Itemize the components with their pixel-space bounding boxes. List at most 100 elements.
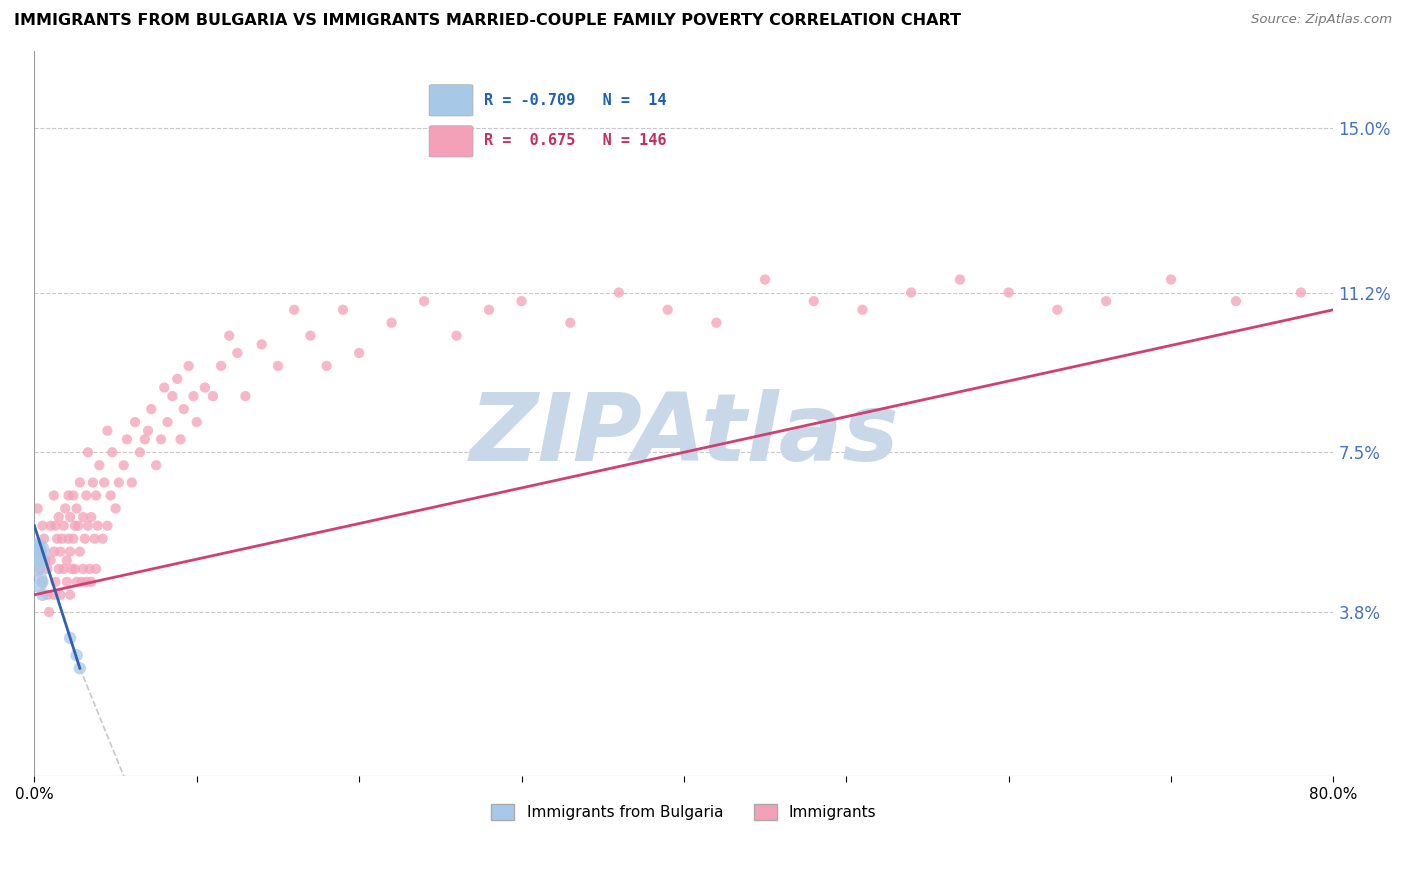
Point bbox=[315, 359, 337, 373]
Point bbox=[65, 648, 87, 663]
Point bbox=[25, 544, 48, 558]
Point bbox=[69, 475, 91, 490]
Point bbox=[30, 553, 52, 567]
Point bbox=[31, 574, 53, 589]
Point bbox=[156, 415, 179, 429]
Point bbox=[42, 588, 65, 602]
Point bbox=[226, 346, 249, 360]
Point bbox=[80, 510, 103, 524]
Point bbox=[96, 518, 118, 533]
Point bbox=[100, 488, 122, 502]
Point bbox=[177, 359, 200, 373]
Point bbox=[267, 359, 290, 373]
Text: IMMIGRANTS FROM BULGARIA VS IMMIGRANTS MARRIED-COUPLE FAMILY POVERTY CORRELATION: IMMIGRANTS FROM BULGARIA VS IMMIGRANTS M… bbox=[14, 13, 962, 29]
Point bbox=[560, 316, 582, 330]
Text: R = -0.709   N =  14: R = -0.709 N = 14 bbox=[484, 93, 666, 108]
Point bbox=[1160, 272, 1182, 286]
Point bbox=[115, 433, 138, 447]
Point bbox=[153, 380, 176, 394]
Point bbox=[37, 588, 59, 602]
Point bbox=[381, 316, 404, 330]
Point bbox=[235, 389, 257, 403]
Point bbox=[27, 501, 49, 516]
Point bbox=[77, 445, 100, 459]
Point bbox=[96, 424, 118, 438]
Point bbox=[30, 570, 52, 584]
Point bbox=[169, 433, 191, 447]
Point bbox=[413, 294, 436, 309]
Text: ZIPAtlas: ZIPAtlas bbox=[470, 389, 898, 481]
Point bbox=[166, 372, 188, 386]
Point bbox=[1095, 294, 1118, 309]
Point bbox=[84, 488, 107, 502]
Point bbox=[67, 518, 90, 533]
Point bbox=[28, 553, 51, 567]
Point bbox=[48, 510, 70, 524]
Point bbox=[129, 445, 152, 459]
Point bbox=[299, 328, 322, 343]
Point bbox=[75, 488, 97, 502]
Point bbox=[84, 562, 107, 576]
Point bbox=[201, 389, 224, 403]
Point bbox=[42, 488, 65, 502]
Point bbox=[69, 544, 91, 558]
Point bbox=[72, 562, 94, 576]
Point bbox=[108, 475, 131, 490]
Point bbox=[32, 532, 55, 546]
Point bbox=[89, 458, 111, 473]
FancyBboxPatch shape bbox=[429, 85, 472, 116]
Point bbox=[44, 574, 66, 589]
Point bbox=[38, 605, 60, 619]
Point bbox=[93, 475, 115, 490]
Point bbox=[162, 389, 184, 403]
Point bbox=[28, 579, 51, 593]
Point bbox=[112, 458, 135, 473]
Point bbox=[28, 541, 51, 555]
Point bbox=[82, 475, 104, 490]
Point bbox=[194, 380, 217, 394]
Point bbox=[101, 445, 124, 459]
Point bbox=[851, 302, 873, 317]
Point bbox=[77, 518, 100, 533]
Point bbox=[183, 389, 205, 403]
Point bbox=[121, 475, 143, 490]
Point bbox=[347, 346, 370, 360]
Point bbox=[510, 294, 533, 309]
Point bbox=[73, 532, 96, 546]
Point bbox=[657, 302, 679, 317]
Point bbox=[1046, 302, 1069, 317]
Point bbox=[27, 541, 49, 555]
Point bbox=[80, 574, 103, 589]
Point bbox=[63, 518, 86, 533]
Point bbox=[65, 574, 87, 589]
Point bbox=[283, 302, 305, 317]
Point bbox=[59, 510, 82, 524]
Point bbox=[949, 272, 972, 286]
Point bbox=[65, 501, 87, 516]
Point bbox=[46, 532, 69, 546]
Point bbox=[72, 510, 94, 524]
Point bbox=[62, 532, 84, 546]
Point bbox=[42, 544, 65, 558]
Point bbox=[30, 544, 52, 558]
Point bbox=[39, 518, 62, 533]
Point bbox=[332, 302, 354, 317]
Point bbox=[59, 544, 82, 558]
Point bbox=[37, 562, 59, 576]
Point bbox=[69, 661, 91, 675]
Point bbox=[56, 574, 79, 589]
Point bbox=[91, 532, 114, 546]
Point bbox=[56, 553, 79, 567]
Point bbox=[31, 588, 53, 602]
Point bbox=[49, 544, 72, 558]
Point bbox=[134, 433, 156, 447]
Point bbox=[141, 402, 163, 417]
Point bbox=[209, 359, 232, 373]
Point bbox=[478, 302, 501, 317]
Text: Source: ZipAtlas.com: Source: ZipAtlas.com bbox=[1251, 13, 1392, 27]
Point bbox=[70, 574, 93, 589]
Legend: Immigrants from Bulgaria, Immigrants: Immigrants from Bulgaria, Immigrants bbox=[485, 798, 883, 827]
Point bbox=[900, 285, 922, 300]
Point bbox=[124, 415, 146, 429]
Point bbox=[150, 433, 173, 447]
